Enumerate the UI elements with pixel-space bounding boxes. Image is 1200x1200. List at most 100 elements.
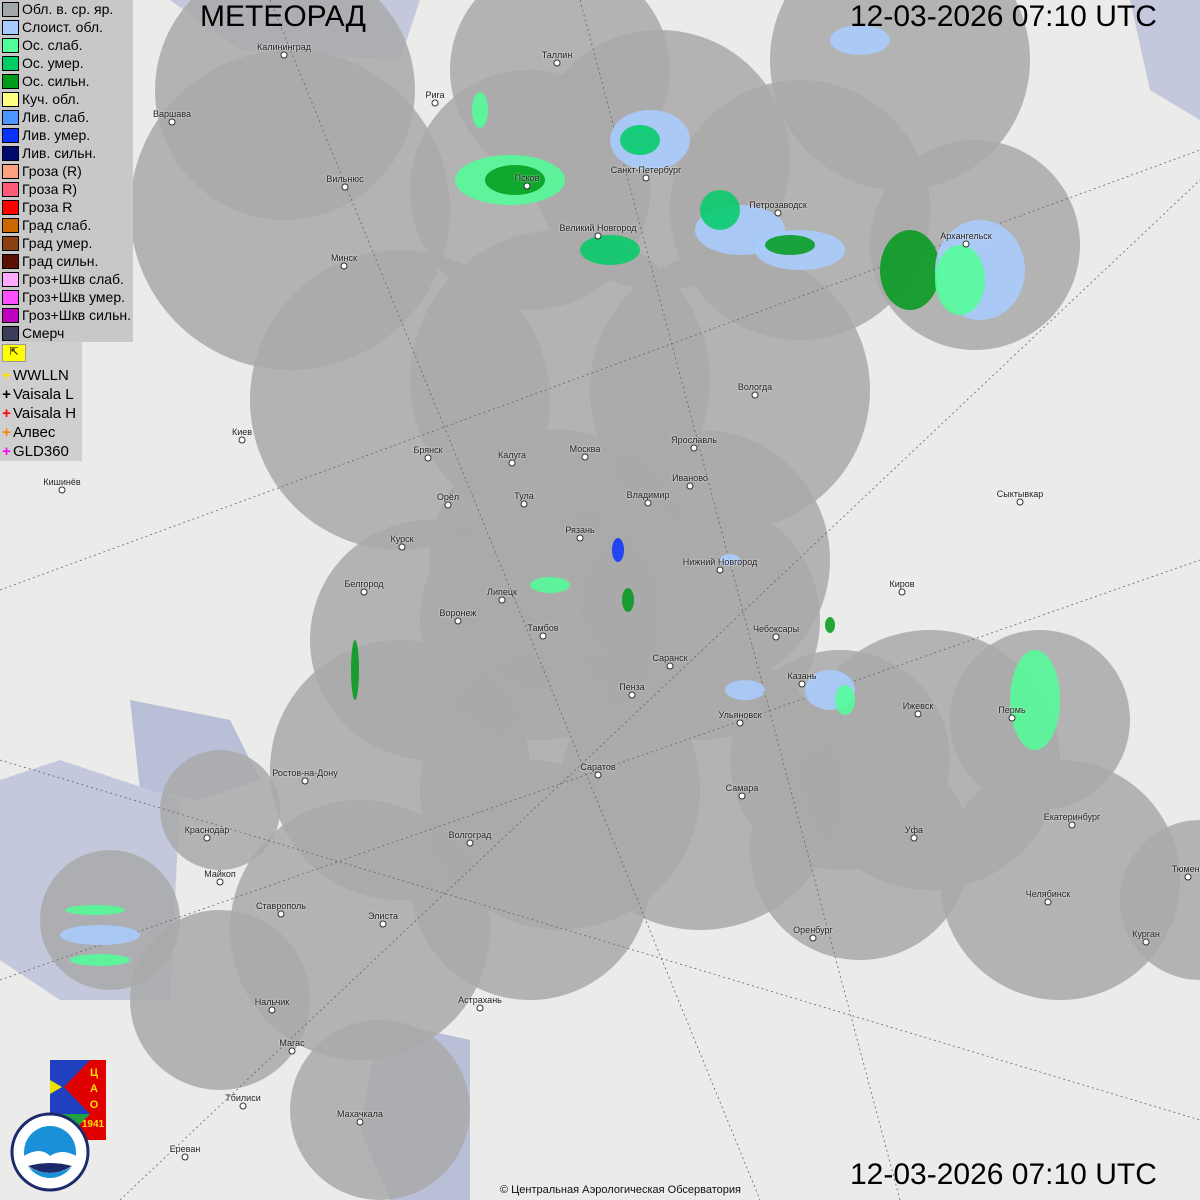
city-label: Саранск	[652, 653, 688, 663]
city-marker	[962, 240, 970, 248]
city-label: Вологда	[737, 382, 773, 392]
radar-circle	[940, 760, 1180, 1000]
city-label: Киев	[231, 427, 253, 437]
precip-legend: Обл. в. ср. яр. Слоист. обл. Ос. слаб. Ос. …	[0, 0, 133, 342]
city-marker	[666, 662, 674, 670]
city-marker	[809, 934, 817, 942]
city-label: Краснодар	[184, 825, 230, 835]
precip-echo	[580, 235, 640, 265]
legend-swatch	[2, 307, 19, 323]
legend-label: Слоист. обл.	[22, 19, 103, 35]
city-label: Калуга	[497, 450, 527, 460]
city-label: Петрозаводск	[749, 200, 807, 210]
city-label: Чебоксары	[752, 624, 800, 634]
city-label: Майкоп	[204, 869, 236, 879]
legend-swatch	[2, 271, 19, 287]
city-label: Калининград	[256, 42, 312, 52]
city-label: Астрахань	[458, 995, 502, 1005]
city-marker	[1044, 898, 1052, 906]
legend-item: Лив. слаб.	[0, 108, 133, 126]
legend-item: Град умер.	[0, 234, 133, 252]
city-label: Элиста	[368, 911, 398, 921]
city-marker	[277, 910, 285, 918]
city-marker	[594, 232, 602, 240]
precip-echo	[472, 92, 488, 128]
legend-swatch	[2, 235, 19, 251]
city-marker	[58, 486, 66, 494]
legend-swatch	[2, 55, 19, 71]
legend-item: Ос. умер.	[0, 54, 133, 72]
city-label: Оренбург	[793, 925, 833, 935]
legend-item: Гроза R	[0, 198, 133, 216]
precip-echo	[880, 230, 940, 310]
legend-item: Гроз+Шкв сильн.	[0, 306, 133, 324]
timestamp-bottom: 12-03-2026 07:10 UTC	[850, 1158, 1157, 1191]
timestamp-top: 12-03-2026 07:10 UTC	[850, 0, 1157, 33]
city-label: Ижевск	[902, 701, 934, 711]
city-label: Великий Новгород	[559, 223, 637, 233]
legend-label: Гроза (R)	[22, 163, 82, 179]
lightning-label: GLD360	[13, 443, 69, 460]
flag-arrow-icon[interactable]: ⇱	[2, 344, 26, 362]
city-label: Нижний Новгород	[682, 557, 758, 567]
legend-swatch	[2, 217, 19, 233]
svg-text:1941: 1941	[82, 1119, 105, 1130]
city-marker	[736, 719, 744, 727]
city-marker	[642, 174, 650, 182]
lightning-label: Vaisala H	[13, 405, 77, 422]
city-label: Пермь	[998, 705, 1026, 715]
city-marker	[914, 710, 922, 718]
city-marker	[774, 209, 782, 217]
svg-text:О: О	[90, 1099, 99, 1111]
legend-swatch	[2, 19, 19, 35]
precip-echo	[530, 577, 570, 593]
city-label: Воронеж	[439, 608, 477, 618]
city-marker	[398, 543, 406, 551]
city-label: Ставрополь	[256, 901, 306, 911]
city-marker	[738, 792, 746, 800]
legend-swatch	[2, 181, 19, 197]
city-marker	[466, 839, 474, 847]
legend-swatch	[2, 145, 19, 161]
city-marker	[431, 99, 439, 107]
city-label: Сыктывкар	[996, 489, 1044, 499]
city-label: Ростов-на-Дону	[272, 768, 338, 778]
lightning-network-item: + GLD360	[0, 442, 82, 461]
precip-echo	[620, 125, 660, 155]
city-marker	[288, 1047, 296, 1055]
city-marker	[216, 878, 224, 886]
legend-item: Куч. обл.	[0, 90, 133, 108]
legend-item: Град сильн.	[0, 252, 133, 270]
legend-swatch	[2, 127, 19, 143]
city-marker	[628, 691, 636, 699]
city-marker	[581, 453, 589, 461]
city-label: Курск	[390, 534, 414, 544]
city-label: Саратов	[580, 762, 616, 772]
city-label: Архангельск	[940, 231, 992, 241]
app-title: МЕТЕОРАД	[200, 0, 366, 33]
precip-echo	[720, 554, 740, 566]
city-marker	[553, 59, 561, 67]
city-label: Уфа	[904, 825, 924, 835]
city-label: Рига	[425, 90, 445, 100]
city-marker	[594, 771, 602, 779]
city-label: Псков	[514, 173, 540, 183]
city-marker	[520, 500, 528, 508]
precip-echo	[825, 617, 835, 633]
lightning-cross-icon: +	[2, 367, 11, 384]
city-marker	[716, 566, 724, 574]
precip-echo	[612, 538, 624, 562]
precip-echo	[60, 925, 140, 945]
copyright: © Центральная Аэрологическая Обсерватори…	[500, 1184, 741, 1196]
legend-label: Ос. слаб.	[22, 37, 83, 53]
precip-echo	[835, 685, 855, 715]
legend-label: Град слаб.	[22, 217, 92, 233]
radar-circle	[290, 1020, 470, 1200]
city-label: Орёл	[436, 492, 460, 502]
city-marker	[168, 118, 176, 126]
lightning-cross-icon: +	[2, 424, 11, 441]
city-marker	[238, 436, 246, 444]
city-label: Иваново	[672, 473, 708, 483]
